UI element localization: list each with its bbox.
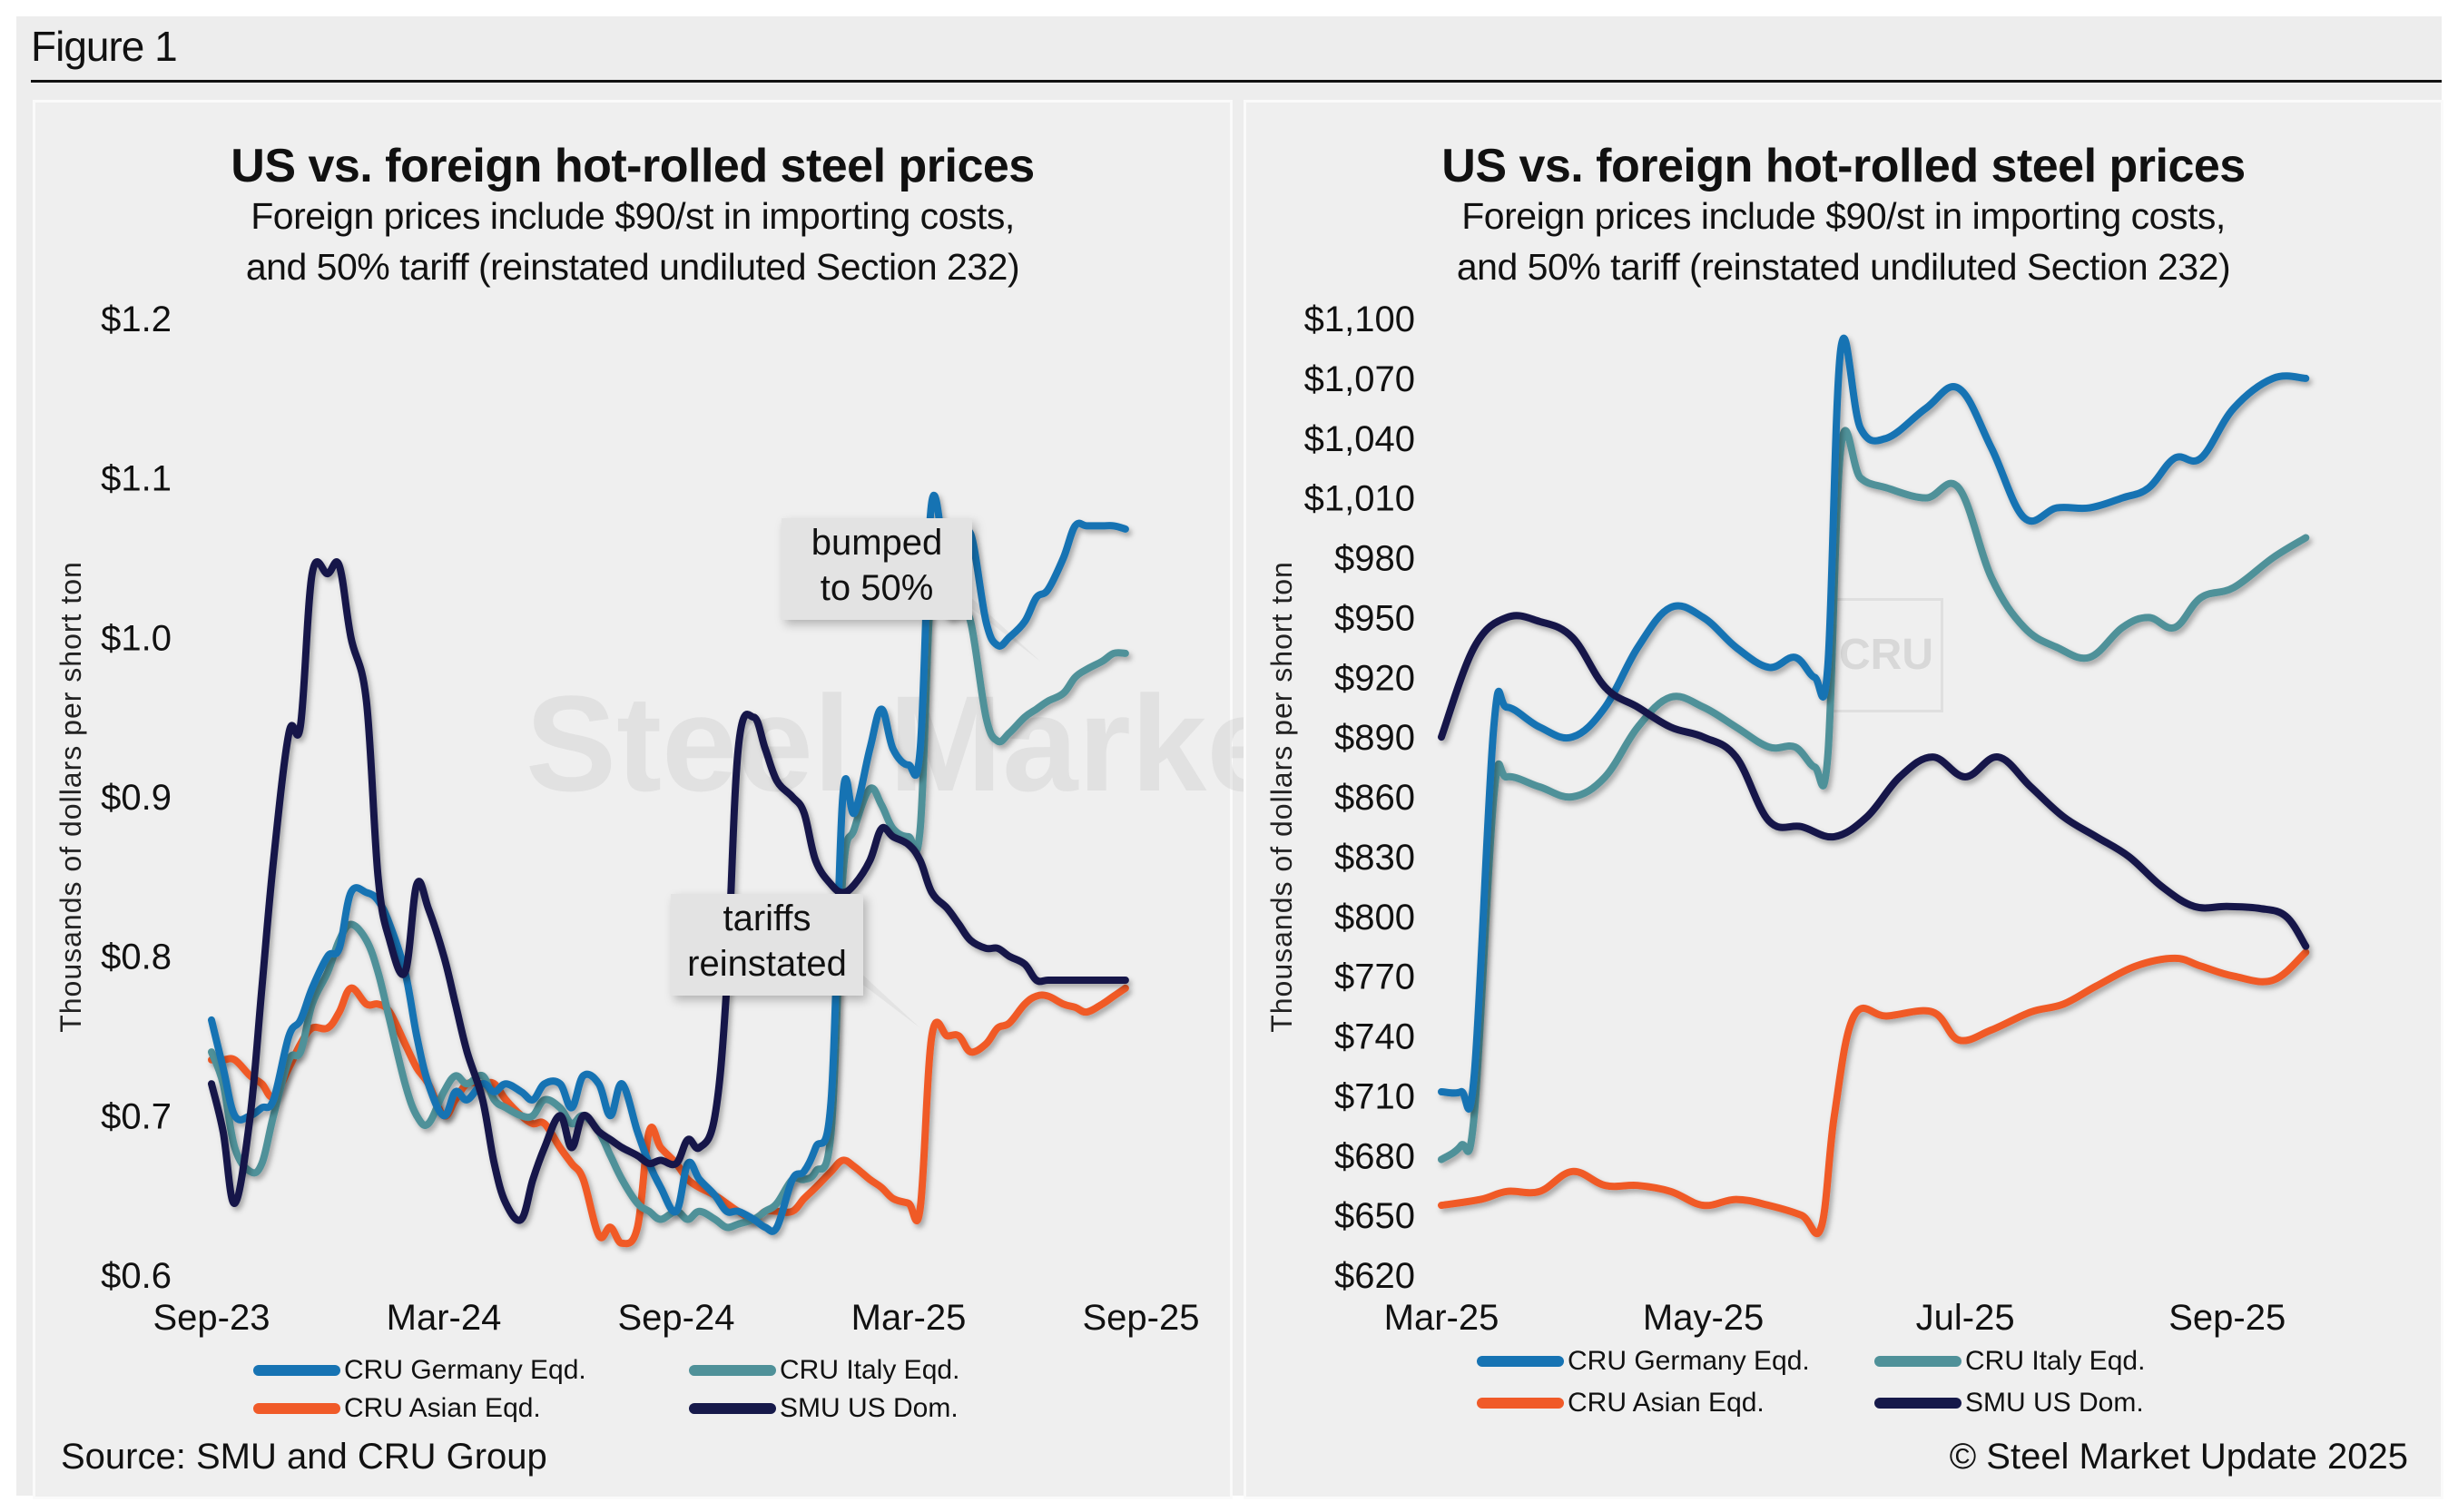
right-chart-panel: CRU US vs. foreign hot-rolled steel pric… [1244,100,2443,1499]
y-tick-label: $920 [1334,658,1415,698]
legend-item-us: SMU US Dom. [689,1393,959,1424]
legend-label-germany: CRU Germany Eqd. [344,1355,586,1385]
right-chart-subtitle-line1: Foreign prices include $90/st in importi… [1461,195,2226,237]
callout-tariffs-line2: reinstated [687,944,847,984]
series-line-italy [1438,427,2310,1163]
series-line-germany [1438,334,2310,1113]
x-tick-label: Sep-24 [618,1298,735,1338]
legend-swatch-us [1874,1398,1961,1409]
left-chart-subtitle-line1: Foreign prices include $90/st in importi… [251,195,1015,237]
legend-swatch-asian [1477,1398,1564,1409]
legend-label-italy: CRU Italy Eqd. [780,1355,960,1385]
right-chart-title: US vs. foreign hot-rolled steel prices [1441,140,2246,192]
legend-item-us: SMU US Dom. [1874,1388,2144,1419]
y-tick-label: $1,010 [1304,479,1415,519]
copyright-note: © Steel Market Update 2025 [1949,1437,2408,1477]
legend-label-italy: CRU Italy Eqd. [1965,1346,2146,1376]
series-line-us [208,558,1129,1224]
y-tick-label: $830 [1334,838,1415,878]
right-chart-subtitle-line2: and 50% tariff (reinstated undiluted Sec… [1456,246,2231,288]
legend-swatch-germany [1477,1356,1564,1367]
legend-item-italy: CRU Italy Eqd. [689,1355,959,1386]
x-tick-label: Sep-25 [1083,1298,1200,1338]
source-note: Source: SMU and CRU Group [61,1437,547,1477]
y-tick-label: $1.1 [101,459,172,499]
y-tick-label: $0.9 [101,778,172,818]
y-tick-label: $680 [1334,1136,1415,1176]
series-line-us [1438,612,2310,950]
callout-tariffs-reinstated: tariffs reinstated [671,894,863,996]
figure-divider [31,80,2442,83]
y-tick-label: $0.7 [101,1096,172,1136]
y-axis-label: Thousands of dollars per short ton [1265,561,1298,1033]
legend-item-asian: CRU Asian Eqd. [1477,1388,1765,1419]
x-tick-label: May-25 [1643,1298,1764,1338]
legend-swatch-us [689,1403,776,1414]
y-tick-label: $0.8 [101,938,172,977]
y-tick-label: $740 [1334,1017,1415,1057]
y-tick-label: $1,100 [1304,299,1415,339]
legend-label-asian: CRU Asian Eqd. [1568,1388,1765,1418]
legend-item-italy: CRU Italy Eqd. [1874,1346,2145,1377]
y-tick-label: $950 [1334,598,1415,638]
x-tick-label: Sep-25 [2168,1298,2286,1338]
y-tick-label: $620 [1334,1256,1415,1296]
y-tick-label: $1.0 [101,618,172,658]
y-tick-label: $1.2 [101,299,172,339]
x-tick-label: Mar-25 [1384,1298,1499,1338]
left-chart-panel: Steel Market Update US vs. foreign hot-r… [33,100,1827,1499]
legend-swatch-asian [253,1403,340,1414]
callout-bumped-line1: bumped [811,523,943,563]
callout-bumped-to-50: bumped to 50% [782,518,972,620]
series-line-italy [208,565,1129,1232]
figure-label: Figure 1 [31,23,178,70]
legend-item-germany: CRU Germany Eqd. [1477,1346,1810,1377]
legend-label-us: SMU US Dom. [780,1393,959,1423]
y-tick-label: $1,070 [1304,359,1415,399]
left-line-chart: $0.6 $0.7 $0.8 $0.9 $1.0 $1.1 $1.2 Sep-23 Mar-24… [54,299,1200,1338]
legend-swatch-italy [689,1365,776,1376]
left-chart-subtitle-line2: and 50% tariff (reinstated undiluted Sec… [245,246,1020,288]
right-line-chart: $620 $650 $680 $710 $740 $770 $800 $830 $860 $890… [1265,299,2310,1338]
y-tick-label: $980 [1334,539,1415,579]
y-axis-label: Thousands of dollars per short ton [54,561,87,1033]
y-tick-label: $890 [1334,718,1415,758]
y-tick-label: $710 [1334,1076,1415,1116]
legend-swatch-italy [1874,1356,1961,1367]
legend-label-asian: CRU Asian Eqd. [344,1393,541,1423]
series-line-asian [1438,948,2310,1238]
left-chart-title: US vs. foreign hot-rolled steel prices [231,140,1035,192]
x-tick-label: Mar-25 [851,1298,967,1338]
y-tick-label: $770 [1334,957,1415,997]
legend-label-germany: CRU Germany Eqd. [1568,1346,1810,1376]
y-tick-label: $650 [1334,1196,1415,1236]
callout-bumped-line2: to 50% [820,568,934,608]
y-tick-label: $0.6 [101,1256,172,1296]
y-tick-label: $860 [1334,778,1415,818]
y-tick-label: $800 [1334,898,1415,938]
x-tick-label: Sep-23 [153,1298,270,1338]
legend-label-us: SMU US Dom. [1965,1388,2144,1418]
y-tick-label: $1,040 [1304,419,1415,459]
legend-item-asian: CRU Asian Eqd. [253,1393,541,1424]
callout-tariffs-line1: tariffs [723,898,811,938]
legend-item-germany: CRU Germany Eqd. [253,1355,586,1386]
x-tick-label: Jul-25 [1916,1298,2015,1338]
legend-swatch-germany [253,1365,340,1376]
x-tick-label: Mar-24 [387,1298,502,1338]
left-legend: CRU Germany Eqd. CRU Italy Eqd. CRU Asia… [35,1355,1235,1446]
right-legend: CRU Germany Eqd. CRU Italy Eqd. CRU Asia… [1246,1346,2446,1446]
series-line-asian [208,984,1129,1248]
